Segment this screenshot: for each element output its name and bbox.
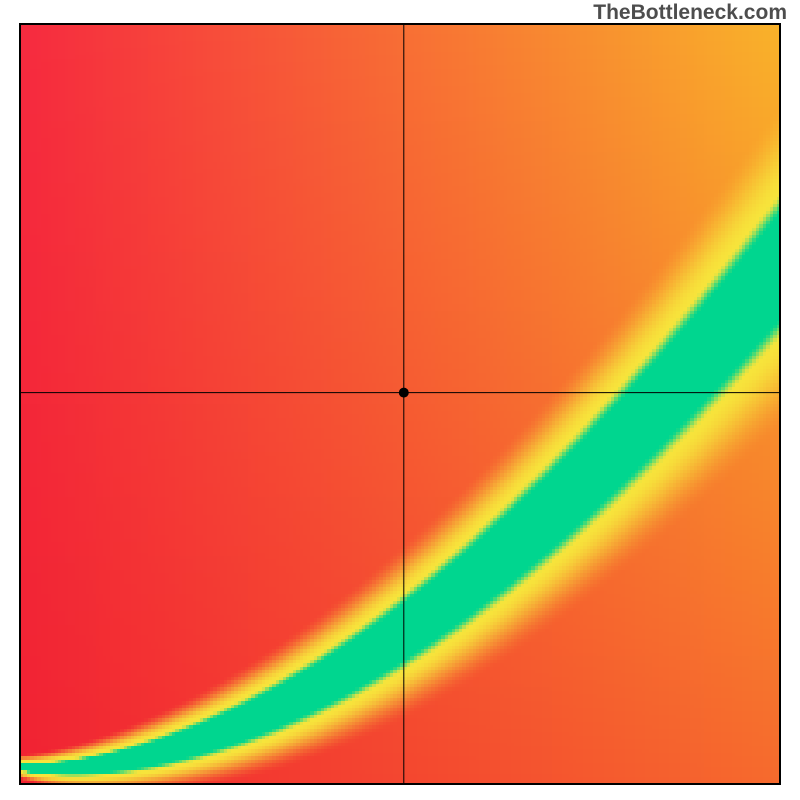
chart-container: TheBottleneck.com: [0, 0, 800, 800]
watermark-label: TheBottleneck.com: [593, 1, 787, 25]
bottleneck-heatmap: [0, 0, 800, 800]
